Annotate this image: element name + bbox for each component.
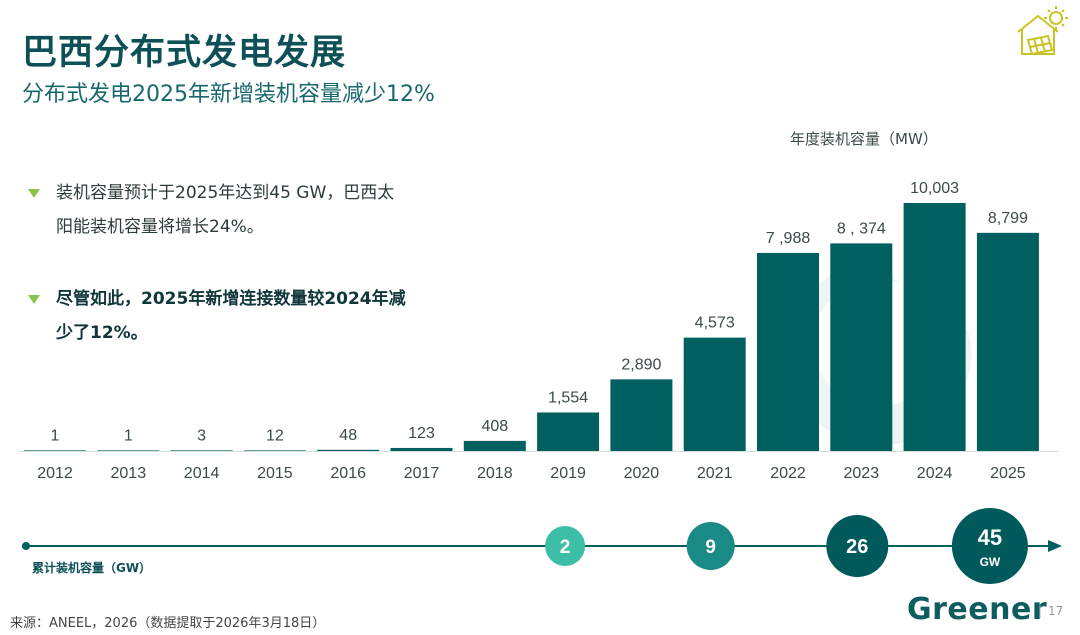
x-tick-label: 2018	[477, 465, 513, 482]
bar-2023	[830, 243, 893, 451]
data-label: 123	[408, 425, 435, 442]
milestone-bubble	[545, 526, 586, 566]
milestone-bubble	[951, 508, 1028, 584]
data-label: 4,573	[695, 315, 735, 332]
page-title: 巴西分布式发电发展	[22, 33, 347, 73]
bar-2025	[976, 232, 1039, 451]
brand-logo: Greener	[907, 592, 1048, 627]
milestone-bubble	[826, 515, 889, 577]
x-tick-label: 2016	[330, 465, 366, 482]
data-label: 1	[51, 427, 60, 444]
x-tick-label: 2014	[184, 465, 220, 482]
data-label: 8 , 374	[837, 220, 886, 237]
triangle-bullet-icon	[28, 189, 40, 198]
milestone-bubble	[686, 522, 735, 570]
bar-2017	[390, 447, 453, 451]
bullet-item: 尽管如此，2025年新增连接数量较2024年减少了12%。	[28, 282, 408, 350]
bar-2013	[97, 450, 160, 451]
data-label: 12	[266, 427, 284, 444]
x-tick-label: 2019	[550, 465, 586, 482]
source-note: 来源：ANEEL，2026（数据提取于2026年3月18日）	[10, 616, 326, 631]
bar-2020	[610, 379, 673, 451]
data-label: 1	[124, 427, 133, 444]
data-label: 10,003	[910, 180, 959, 197]
bar-2022	[757, 252, 819, 451]
bullet-item: 装机容量预计于2025年达到45 GW，巴西太阳能装机容量将增长24%。	[28, 176, 408, 244]
x-tick-label: 2020	[624, 465, 660, 482]
data-label: 8,799	[988, 210, 1028, 227]
timeline-start-dot	[22, 542, 30, 550]
triangle-bullet-icon	[28, 295, 40, 304]
bar-2012	[24, 450, 86, 451]
bar-2016	[317, 449, 380, 451]
bullet-text: 尽管如此，2025年新增连接数量较2024年减少了12%。	[56, 289, 406, 343]
x-tick-label: 2025	[990, 465, 1026, 482]
bar-2019	[537, 412, 600, 451]
chart-title: 年度装机容量（MW）	[790, 130, 938, 148]
data-label: 3	[197, 427, 206, 444]
milestone-value: 45	[978, 525, 1002, 550]
bar-2015	[243, 450, 306, 451]
x-tick-label: 2012	[37, 465, 73, 482]
data-label: 2,890	[621, 356, 661, 373]
bar-2014	[170, 450, 233, 451]
x-tick-label: 2022	[770, 465, 806, 482]
data-label: 7 ,988	[766, 230, 811, 247]
milestone-value: 2	[560, 537, 571, 558]
bar-2021	[683, 337, 746, 451]
timeline-arrow-icon	[1048, 540, 1062, 552]
milestone-value: 26	[846, 536, 868, 558]
milestone-value: 9	[705, 537, 716, 558]
bar-2024	[903, 203, 966, 451]
x-tick-label: 2023	[844, 465, 880, 482]
page-number: | 17	[1038, 604, 1064, 618]
milestone-unit: GW	[980, 555, 1001, 569]
page-subtitle: 分布式发电2025年新增装机容量减少12%	[22, 82, 435, 107]
bar-2018	[463, 440, 526, 451]
x-tick-label: 2017	[404, 465, 440, 482]
x-tick-label: 2021	[697, 465, 733, 482]
data-label: 1,554	[548, 389, 588, 406]
data-label: 408	[481, 418, 508, 435]
x-tick-label: 2013	[111, 465, 147, 482]
data-label: 48	[339, 427, 357, 444]
timeline-label: 累计装机容量（GW）	[32, 561, 152, 575]
x-tick-label: 2024	[917, 465, 953, 482]
solar-house-icon	[1017, 6, 1068, 56]
bullet-text: 装机容量预计于2025年达到45 GW，巴西太阳能装机容量将增长24%。	[56, 183, 395, 237]
x-tick-label: 2015	[257, 465, 293, 482]
